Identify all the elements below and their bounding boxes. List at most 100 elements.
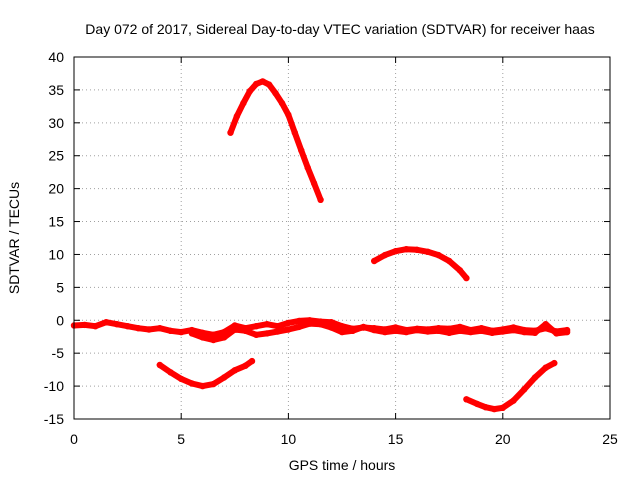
data-point xyxy=(188,380,196,387)
data-point xyxy=(240,99,247,107)
data-point xyxy=(242,362,249,369)
data-point xyxy=(463,274,470,282)
data-point xyxy=(220,374,228,381)
data-point xyxy=(328,324,335,331)
series-arc-low-left xyxy=(156,358,255,390)
y-tick-label: -10 xyxy=(44,378,64,394)
data-point xyxy=(338,328,346,336)
series-arc-high xyxy=(227,78,324,203)
x-tick-label: 5 xyxy=(177,431,185,447)
plot-frame xyxy=(73,56,611,420)
data-point xyxy=(413,246,421,253)
data-point xyxy=(220,334,228,341)
data-point xyxy=(145,326,153,333)
data-point xyxy=(167,327,174,334)
x-tick-label: 0 xyxy=(70,431,78,447)
data-point xyxy=(263,321,271,328)
data-point xyxy=(285,326,292,333)
data-point xyxy=(563,328,571,336)
data-point xyxy=(167,369,174,376)
data-point xyxy=(531,374,539,381)
data-point xyxy=(467,328,474,336)
data-point xyxy=(488,329,496,336)
y-tick-label: 5 xyxy=(56,279,64,295)
data-point xyxy=(156,361,163,369)
y-tick-label: 40 xyxy=(48,49,64,65)
data-point xyxy=(306,320,313,327)
data-point xyxy=(233,113,241,120)
data-point xyxy=(510,326,517,334)
data-point xyxy=(274,323,281,330)
data-point xyxy=(188,330,196,337)
data-point xyxy=(253,331,260,338)
data-point xyxy=(553,330,560,337)
data-point xyxy=(263,330,271,337)
data-point xyxy=(135,325,142,332)
data-point xyxy=(371,326,378,334)
x-axis-label: GPS time / hours xyxy=(289,457,396,473)
data-point xyxy=(124,323,131,330)
data-point xyxy=(499,404,506,411)
data-point xyxy=(81,321,88,329)
data-point xyxy=(542,364,549,371)
data-point xyxy=(310,180,318,187)
data-point xyxy=(499,328,506,335)
data-point xyxy=(103,319,110,326)
data-point xyxy=(272,90,279,97)
x-tick-label: 20 xyxy=(495,431,511,447)
x-tick-label: 10 xyxy=(281,431,297,447)
data-point xyxy=(482,404,489,411)
data-point xyxy=(278,99,286,107)
y-tick-label: 20 xyxy=(48,181,64,197)
series-arc-mid xyxy=(371,246,470,282)
data-point xyxy=(298,147,305,154)
grid-layer xyxy=(74,57,610,419)
data-point xyxy=(542,321,549,328)
data-point xyxy=(199,334,206,341)
data-point xyxy=(295,317,303,325)
data-point xyxy=(424,328,431,335)
data-point xyxy=(248,357,256,365)
data-point xyxy=(360,323,367,331)
data-point xyxy=(259,78,266,85)
data-point xyxy=(253,323,260,330)
data-point xyxy=(446,329,453,336)
data-point xyxy=(178,375,185,383)
data-point xyxy=(178,328,185,336)
data-point xyxy=(231,367,238,374)
y-tick-label: -15 xyxy=(44,411,64,427)
data-point xyxy=(551,359,558,367)
data-point xyxy=(246,88,253,95)
data-point xyxy=(521,328,528,336)
data-point xyxy=(338,323,346,330)
data-point xyxy=(446,257,453,265)
data-point xyxy=(210,331,217,338)
y-tick-label: 35 xyxy=(48,82,64,98)
data-point xyxy=(199,382,206,390)
y-tick-label: 25 xyxy=(48,148,64,164)
chart-title: Day 072 of 2017, Sidereal Day-to-day VTE… xyxy=(85,21,594,37)
data-point xyxy=(392,248,399,255)
data-point xyxy=(291,129,298,136)
data-point xyxy=(210,380,217,388)
data-point xyxy=(295,323,303,331)
data-point xyxy=(456,327,464,334)
data-point xyxy=(242,327,249,334)
y-tick-label: 15 xyxy=(48,214,64,230)
y-tick-label: -5 xyxy=(52,345,65,361)
y-tick-label: 10 xyxy=(48,246,64,262)
series-arc-low-right xyxy=(463,360,558,413)
data-point xyxy=(456,267,464,274)
data-point xyxy=(317,196,324,203)
data-point xyxy=(531,329,539,336)
data-point xyxy=(304,164,311,171)
data-point xyxy=(227,129,234,136)
data-point xyxy=(92,323,99,330)
data-layer xyxy=(70,78,571,413)
data-point xyxy=(231,326,238,333)
data-point xyxy=(210,336,217,344)
data-point xyxy=(403,328,410,336)
x-tick-label: 15 xyxy=(388,431,404,447)
y-tick-label: 0 xyxy=(56,312,64,328)
